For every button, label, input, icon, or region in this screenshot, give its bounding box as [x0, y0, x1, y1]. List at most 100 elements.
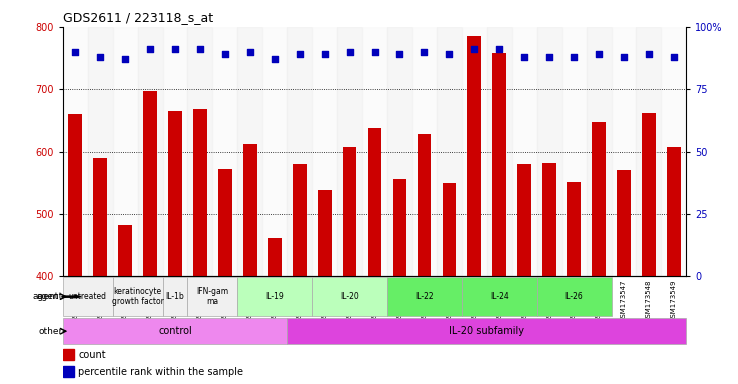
Bar [63, 318, 287, 344]
Text: IL-20 subfamily: IL-20 subfamily [449, 326, 524, 336]
Point [319, 51, 331, 57]
Bar [218, 169, 232, 276]
Point [144, 46, 156, 52]
Text: other: other [38, 327, 63, 336]
Bar [243, 144, 257, 276]
Bar [487, 27, 511, 276]
Point [344, 49, 356, 55]
Bar [113, 27, 137, 276]
Bar [418, 134, 431, 276]
Bar [542, 163, 556, 276]
Point [518, 54, 530, 60]
Text: GDS2611 / 223118_s_at: GDS2611 / 223118_s_at [63, 11, 213, 24]
Point [219, 51, 231, 57]
Text: count: count [78, 349, 106, 359]
Bar [537, 277, 612, 316]
Text: keratinocyte
growth factor: keratinocyte growth factor [111, 287, 164, 306]
Bar [312, 27, 337, 276]
Bar [617, 170, 631, 276]
Bar [562, 27, 587, 276]
Bar [511, 27, 537, 276]
Point [493, 46, 505, 52]
Text: IFN-gam
ma: IFN-gam ma [196, 287, 229, 306]
Point [269, 56, 280, 62]
Bar [612, 27, 636, 276]
Bar [69, 114, 82, 276]
Bar [568, 182, 581, 276]
Bar [387, 27, 412, 276]
Text: untreated: untreated [69, 292, 107, 301]
Point [69, 49, 81, 55]
Bar [443, 183, 456, 276]
Point [194, 46, 206, 52]
Text: IL-19: IL-19 [266, 292, 284, 301]
Bar [592, 122, 606, 276]
Point [643, 51, 655, 57]
Point [444, 51, 455, 57]
Point [593, 51, 605, 57]
Bar [293, 164, 306, 276]
Point [294, 51, 306, 57]
Text: IL-1b: IL-1b [165, 292, 184, 301]
Bar [287, 318, 686, 344]
Point [393, 51, 405, 57]
Text: control: control [158, 326, 192, 336]
Bar [162, 277, 187, 316]
Bar [667, 147, 680, 276]
Point [368, 49, 381, 55]
Bar [342, 147, 356, 276]
Bar [312, 277, 387, 316]
Bar [467, 36, 481, 276]
Point [568, 54, 580, 60]
Bar [168, 111, 182, 276]
Bar [636, 27, 661, 276]
Bar [661, 27, 686, 276]
Bar [187, 27, 213, 276]
Bar [238, 277, 312, 316]
Text: IL-26: IL-26 [565, 292, 584, 301]
Point [244, 49, 255, 55]
Bar [268, 238, 282, 276]
Bar [93, 158, 107, 276]
Bar [362, 27, 387, 276]
Point [469, 46, 480, 52]
Bar [238, 27, 262, 276]
Text: IL-20: IL-20 [340, 292, 359, 301]
Text: agent: agent [36, 292, 63, 301]
Point [543, 54, 555, 60]
Bar [118, 225, 132, 276]
Bar [368, 128, 382, 276]
Bar [143, 91, 157, 276]
Bar [193, 109, 207, 276]
Bar [162, 27, 187, 276]
Text: agent: agent [32, 292, 59, 301]
Point [169, 46, 181, 52]
Bar [113, 277, 162, 316]
Point [668, 54, 680, 60]
Bar [318, 190, 331, 276]
Bar [213, 27, 238, 276]
Point [418, 49, 430, 55]
Bar [187, 277, 238, 316]
Bar [337, 27, 362, 276]
Bar [537, 27, 562, 276]
Point [120, 56, 131, 62]
Bar [88, 27, 113, 276]
Bar [63, 349, 74, 360]
Point [94, 54, 106, 60]
Bar [63, 27, 88, 276]
Bar [63, 366, 74, 377]
Bar [642, 113, 656, 276]
Bar [462, 277, 537, 316]
Bar [387, 277, 462, 316]
Bar [462, 27, 487, 276]
Bar [517, 164, 531, 276]
Bar [412, 27, 437, 276]
Text: IL-22: IL-22 [415, 292, 434, 301]
Text: IL-24: IL-24 [490, 292, 508, 301]
Bar [137, 27, 162, 276]
Bar [393, 179, 407, 276]
Point [618, 54, 630, 60]
Text: percentile rank within the sample: percentile rank within the sample [78, 367, 244, 377]
Bar [437, 27, 462, 276]
